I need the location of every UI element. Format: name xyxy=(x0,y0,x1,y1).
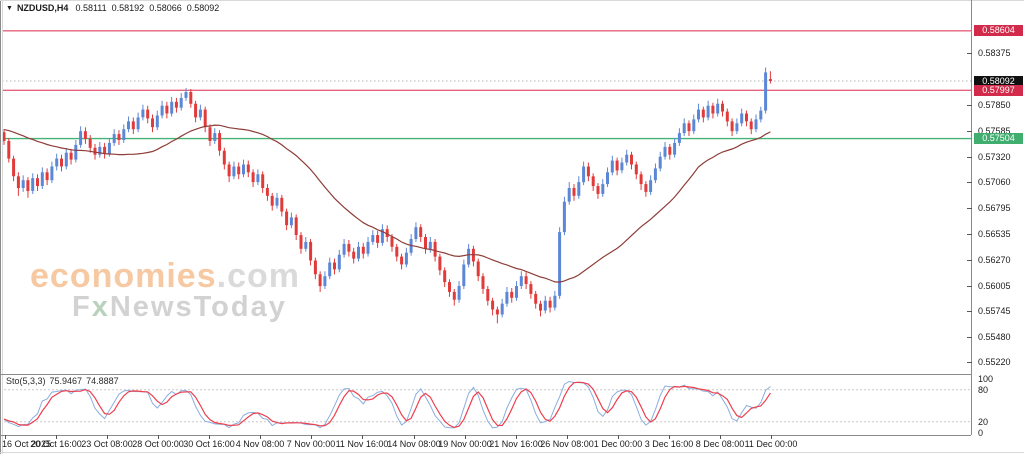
price-tick-mark xyxy=(967,311,972,312)
time-tick-label: 14 Nov 08:00 xyxy=(387,439,441,449)
price-tick-mark xyxy=(967,260,972,261)
price-badge-support-level: 0.57504 xyxy=(974,133,1023,144)
price-tick-mark xyxy=(967,53,972,54)
price-tick-label: 0.57585 xyxy=(978,126,1011,136)
price-tick-mark xyxy=(967,157,972,158)
price-tick-mark xyxy=(967,208,972,209)
price-tick-mark xyxy=(967,234,972,235)
time-tick-mark xyxy=(260,435,261,439)
price-tick-label: 0.56795 xyxy=(978,203,1011,213)
stoch-axis-label: 0 xyxy=(978,428,984,438)
time-tick-label: 28 Oct 00:00 xyxy=(132,439,184,449)
time-tick-mark xyxy=(618,435,619,439)
time-tick-mark xyxy=(5,435,6,439)
price-tick-label: 0.55745 xyxy=(978,306,1011,316)
indicator-name: Sto(5,3,3) xyxy=(6,376,46,386)
time-tick-mark xyxy=(362,435,363,439)
stoch-axis-label: 20 xyxy=(978,417,989,427)
stochastic-d-line xyxy=(3,381,771,429)
indicator-d-value: 74.8887 xyxy=(86,376,119,386)
time-tick-label: 26 Nov 08:00 xyxy=(540,439,594,449)
price-badge-current-price: 0.58092 xyxy=(974,76,1023,87)
price-tick-mark xyxy=(967,182,972,183)
ohlc-close: 0.58092 xyxy=(186,3,220,13)
stoch-axis-label: 100 xyxy=(978,374,994,384)
time-tick-label: 11 Nov 16:00 xyxy=(335,439,389,449)
candlesticks[interactable] xyxy=(2,67,772,324)
price-tick-mark xyxy=(967,337,972,338)
price-tick-label: 0.57060 xyxy=(978,177,1011,187)
price-tick-label: 0.57320 xyxy=(978,152,1011,162)
time-tick-label: 3 Dec 16:00 xyxy=(644,439,694,449)
price-tick-label: 0.55220 xyxy=(978,357,1011,367)
price-axis[interactable] xyxy=(971,0,1024,435)
time-tick-label: 8 Dec 08:00 xyxy=(695,439,745,449)
time-tick-mark xyxy=(414,435,415,439)
price-tick-mark xyxy=(967,131,972,132)
price-tick-label: 0.57850 xyxy=(978,100,1011,110)
price-tick-mark xyxy=(967,105,972,106)
chart-title: ▼ NZDUSD,H4 0.58111 0.58192 0.58066 0.58092 xyxy=(6,3,224,15)
time-tick-mark xyxy=(158,435,159,439)
time-tick-label: 20 Oct 16:00 xyxy=(30,439,82,449)
price-tick-mark xyxy=(967,286,972,287)
price-tick-label: 0.55480 xyxy=(978,332,1011,342)
time-tick-label: 11 Dec 00:00 xyxy=(744,439,798,449)
time-tick-mark xyxy=(720,435,721,439)
price-tick-label: 0.56535 xyxy=(978,229,1011,239)
ohlc-high: 0.58192 xyxy=(111,3,145,13)
time-tick-label: 7 Nov 00:00 xyxy=(286,439,336,449)
time-tick-mark xyxy=(56,435,57,439)
price-tick-label: 0.58375 xyxy=(978,48,1011,58)
ohlc-open: 0.58111 xyxy=(75,3,107,13)
stochastic-k-line xyxy=(3,380,771,429)
time-tick-label: 1 Dec 00:00 xyxy=(593,439,643,449)
time-tick-mark xyxy=(465,435,466,439)
stoch-axis-label: 80 xyxy=(978,385,989,395)
time-tick-label: 23 Oct 08:00 xyxy=(81,439,133,449)
time-tick-mark xyxy=(311,435,312,439)
symbol-timeframe-label: NZDUSD,H4 xyxy=(16,3,69,13)
time-tick-mark xyxy=(209,435,210,439)
time-tick-label: 4 Nov 08:00 xyxy=(235,439,285,449)
time-tick-mark xyxy=(107,435,108,439)
indicator-k-value: 75.9467 xyxy=(49,376,83,386)
time-tick-label: 30 Oct 16:00 xyxy=(183,439,235,449)
price-tick-label: 0.56005 xyxy=(978,281,1011,291)
time-tick-mark xyxy=(516,435,517,439)
price-badge-resistance-level: 0.58604 xyxy=(974,25,1023,36)
stochastic-panel xyxy=(3,380,971,429)
price-badge-resistance-level: 0.57997 xyxy=(974,85,1023,96)
ohlc-low: 0.58066 xyxy=(149,3,182,13)
price-tick-label: 0.56270 xyxy=(978,255,1011,265)
time-tick-mark xyxy=(567,435,568,439)
horizontal-level-lines xyxy=(2,30,971,140)
indicator-label: Sto(5,3,3) 75.9467 74.8887 xyxy=(6,376,123,386)
time-tick-mark xyxy=(669,435,670,439)
time-tick-label: 21 Nov 16:00 xyxy=(489,439,543,449)
time-tick-label: 16 Oct 2025 xyxy=(2,439,52,449)
price-tick-mark xyxy=(967,362,972,363)
moving-average-line xyxy=(3,124,771,283)
time-tick-mark xyxy=(771,435,772,439)
symbol-dropdown-icon[interactable]: ▼ xyxy=(6,5,13,12)
time-tick-label: 19 Nov 00:00 xyxy=(438,439,492,449)
